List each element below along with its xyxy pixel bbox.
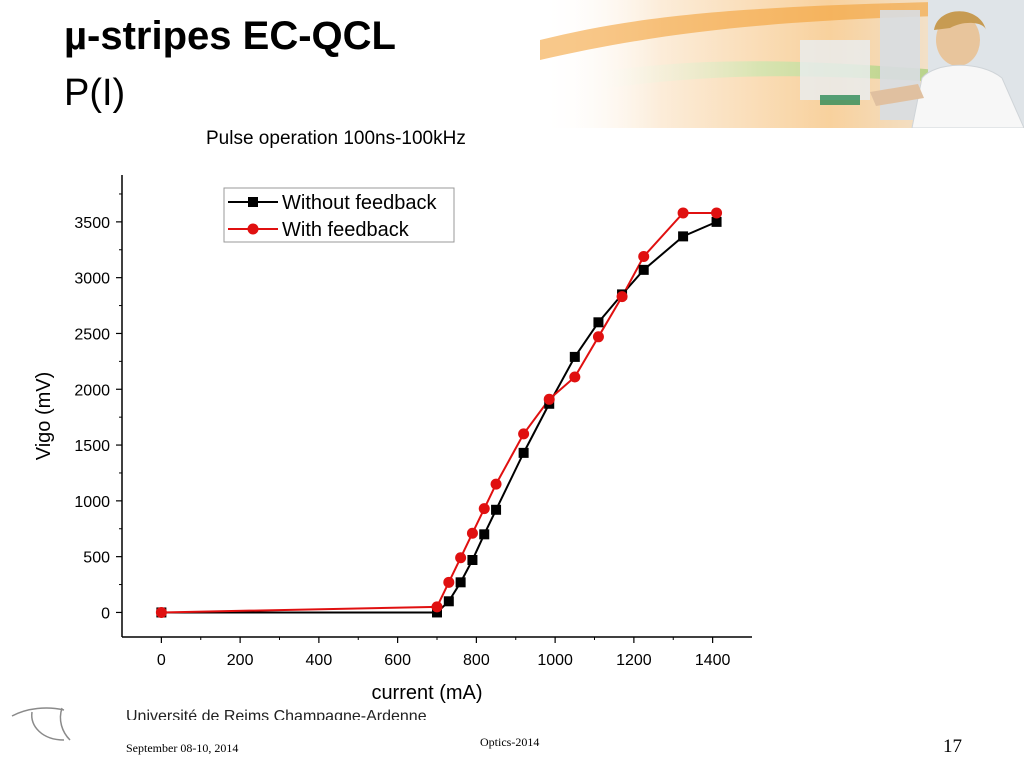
data-point-with-feedback [155, 606, 167, 618]
y-tick-label: 1000 [74, 494, 110, 511]
data-point-with-feedback [638, 250, 650, 262]
x-tick-label: 800 [463, 652, 490, 669]
header-banner-image [540, 0, 1024, 128]
data-point-with-feedback [443, 576, 455, 588]
x-tick-label: 600 [384, 652, 411, 669]
data-point-with-feedback [711, 207, 723, 219]
legend-box [223, 187, 455, 243]
x-tick-label: 0 [157, 652, 166, 669]
scientist-figure [870, 11, 1024, 128]
slide-title: µ-stripes EC-QCL [64, 14, 396, 58]
chart-caption: Pulse operation 100ns-100kHz [206, 128, 466, 149]
data-point-with-feedback [455, 552, 467, 564]
data-point-without-feedback [593, 317, 604, 328]
data-point-with-feedback [490, 478, 502, 490]
slide-subtitle: P(I) [64, 72, 126, 114]
data-point-without-feedback [443, 596, 454, 607]
legend-label: With feedback [282, 219, 410, 241]
y-tick-label: 2500 [74, 326, 110, 343]
legend-marker-circle [247, 223, 259, 235]
data-point-with-feedback [569, 371, 581, 383]
x-tick-label: 400 [306, 652, 333, 669]
university-name: Université de Reims Champagne-Ardenne [122, 706, 431, 720]
data-point-without-feedback [569, 351, 580, 362]
data-point-without-feedback [455, 577, 466, 588]
legend-label: Without feedback [282, 192, 438, 214]
y-tick-label: 500 [83, 550, 110, 567]
data-point-with-feedback [616, 291, 628, 303]
data-point-without-feedback [432, 607, 442, 618]
x-tick-label: 200 [227, 652, 254, 669]
page-number: 17 [943, 736, 962, 757]
footer-date: September 08-10, 2014 [126, 741, 239, 755]
data-point-without-feedback [711, 216, 722, 227]
data-point-with-feedback [543, 393, 555, 405]
x-tick-label: 1000 [537, 652, 573, 669]
data-point-without-feedback [638, 264, 649, 275]
data-point-with-feedback [518, 428, 530, 440]
series-line-with-feedback [161, 211, 717, 614]
x-tick-label: 1400 [695, 652, 731, 669]
y-tick-label: 3500 [74, 215, 110, 232]
data-point-with-feedback [592, 331, 604, 343]
x-tick-label: 1200 [616, 652, 652, 669]
x-axis-label: current (mA) [371, 682, 482, 704]
data-point-with-feedback [478, 503, 490, 515]
series-line-without-feedback [161, 220, 717, 614]
y-axis-label: Vigo (mV) [33, 372, 55, 461]
data-point-without-feedback [491, 504, 502, 515]
data-point-with-feedback [431, 601, 443, 613]
legend-marker-square [248, 197, 258, 207]
data-point-with-feedback [677, 207, 689, 219]
university-logo [11, 707, 71, 741]
data-point-with-feedback [466, 527, 478, 539]
y-tick-label: 2000 [74, 382, 110, 399]
y-tick-label: 0 [101, 605, 110, 622]
data-point-without-feedback [479, 529, 490, 540]
data-point-without-feedback [467, 555, 478, 565]
y-tick-label: 1500 [74, 438, 110, 455]
y-tick-label: 3000 [74, 271, 110, 288]
footer-conference: Optics-2014 [480, 735, 540, 749]
data-point-without-feedback [678, 231, 689, 242]
data-point-without-feedback [518, 447, 529, 458]
